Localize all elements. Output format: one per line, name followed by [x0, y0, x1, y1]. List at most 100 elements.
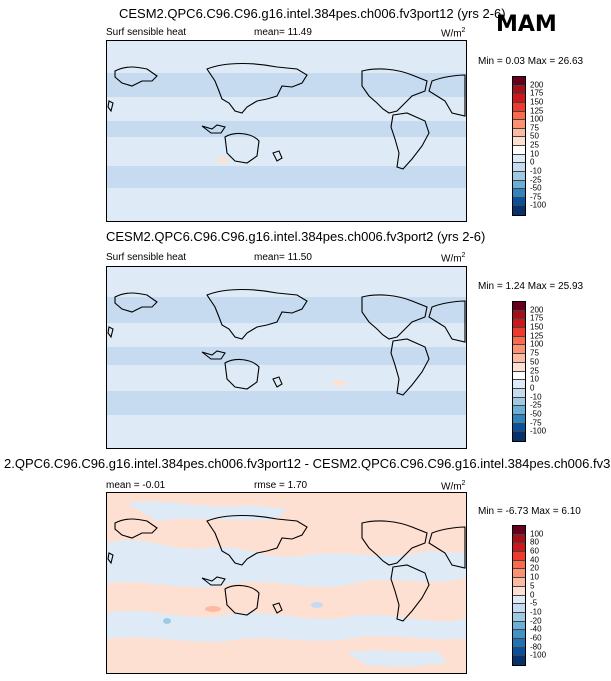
colorbar-swatch — [513, 102, 525, 112]
colorbar-swatch — [513, 310, 525, 320]
colorbar-tick-label: -80 — [530, 642, 542, 652]
colorbar-swatch — [513, 154, 525, 164]
colorbar-tick-label: 150 — [530, 97, 544, 107]
colorbar-tick-label: -10 — [530, 166, 542, 176]
colorbar-tick-label: 60 — [530, 546, 539, 556]
colorbar-swatch — [513, 180, 525, 190]
colorbar-swatch — [513, 656, 525, 665]
colorbar-swatch — [513, 534, 525, 544]
panel-3-units: W/m2 — [441, 480, 466, 493]
panel-1-map — [106, 40, 467, 222]
colorbar-swatch — [513, 406, 525, 415]
colorbar-swatch — [513, 163, 525, 172]
colorbar-tick-label: 100 — [530, 529, 544, 539]
panel-3-colorbar — [512, 525, 526, 666]
colorbar-tick-label: -60 — [530, 633, 542, 643]
panel-2-units: W/m2 — [441, 252, 466, 265]
colorbar-tick-label: -100 — [530, 200, 547, 210]
colorbar-swatch — [513, 189, 525, 198]
panel-1-minmax: Min = 0.03 Max = 26.63 — [478, 56, 584, 67]
colorbar-swatch — [513, 319, 525, 329]
colorbar-tick-label: -100 — [530, 650, 547, 660]
panel-2-colorbar — [512, 301, 526, 442]
colorbar-swatch — [513, 128, 525, 138]
colorbar-swatch — [513, 560, 525, 570]
colorbar-tick-label: -25 — [530, 400, 542, 410]
colorbar-swatch — [513, 414, 525, 424]
colorbar-tick-label: 75 — [530, 123, 539, 133]
colorbar-swatch — [513, 543, 525, 553]
colorbar-swatch — [513, 146, 525, 155]
colorbar-tick-label: 75 — [530, 348, 539, 358]
colorbar-tick-label: -10 — [530, 607, 542, 617]
colorbar-tick-label: 5 — [530, 581, 535, 591]
colorbar-tick-label: 25 — [530, 366, 539, 375]
colorbar-tick-label: -5 — [530, 598, 538, 608]
colorbar-tick-label: -40 — [530, 624, 542, 634]
colorbar-tick-label: -100 — [530, 426, 547, 436]
colorbar-tick-label: 175 — [530, 313, 544, 323]
colorbar-swatch — [513, 94, 525, 103]
colorbar-swatch — [513, 621, 525, 631]
panel-2-map — [106, 266, 467, 449]
colorbar-swatch — [513, 397, 525, 407]
panel-2-variable-label: Surf sensible heat — [106, 252, 187, 263]
panel-2-title: CESM2.QPC6.C96.C96.g16.intel.384pes.ch00… — [106, 229, 486, 244]
colorbar-tick-label: -10 — [530, 392, 542, 402]
colorbar-swatch — [513, 85, 525, 95]
colorbar-tick-label: 40 — [530, 555, 539, 565]
colorbar-swatch — [513, 526, 525, 535]
colorbar-swatch — [513, 345, 525, 355]
colorbar-swatch — [513, 380, 525, 389]
colorbar-tick-label: -75 — [530, 192, 542, 202]
colorbar-swatch — [513, 647, 525, 657]
colorbar-tick-label: -50 — [530, 183, 542, 193]
panel-3-minmax: Min = -6.73 Max = 6.10 — [478, 506, 581, 517]
colorbar-swatch — [513, 302, 525, 311]
colorbar-swatch — [513, 111, 525, 121]
colorbar-swatch — [513, 171, 525, 181]
panel-3-rmse: rmse = 1.70 — [254, 480, 308, 491]
panel-2-minmax: Min = 1.24 Max = 25.93 — [478, 281, 584, 292]
colorbar-swatch — [513, 586, 525, 596]
panel-1-units: W/m2 — [441, 27, 466, 40]
colorbar-tick-label: 25 — [530, 140, 539, 150]
colorbar-tick-label: 125 — [530, 106, 544, 115]
colorbar-swatch — [513, 604, 525, 613]
panel-1-mean: mean= 11.49 — [254, 27, 312, 38]
colorbar-tick-label: -20 — [530, 616, 542, 626]
colorbar-swatch — [513, 354, 525, 363]
colorbar-tick-label: 0 — [530, 383, 535, 393]
colorbar-tick-label: 200 — [530, 305, 544, 315]
colorbar-tick-label: 200 — [530, 80, 544, 90]
colorbar-tick-label: 125 — [530, 331, 544, 341]
colorbar-tick-label: 0 — [530, 157, 535, 167]
panel-1-colorbar-labels: 200 175 150 125 100 75 50 25 10 0 -10 -25 -50 -75 -100 — [530, 76, 570, 216]
colorbar-swatch — [513, 388, 525, 398]
colorbar-tick-label: 50 — [530, 131, 539, 141]
colorbar-tick-label: 10 — [530, 572, 539, 582]
colorbar-swatch — [513, 137, 525, 146]
colorbar-swatch — [513, 638, 525, 648]
colorbar-tick-label: -75 — [530, 418, 542, 428]
panel-1-colorbar — [512, 76, 526, 216]
colorbar-swatch — [513, 328, 525, 337]
season-label: MAM — [496, 12, 557, 37]
panel-1-variable-label: Surf sensible heat — [106, 27, 187, 38]
colorbar-swatch — [513, 206, 525, 215]
colorbar-tick-label: 100 — [530, 114, 544, 124]
colorbar-tick-label: 0 — [530, 590, 535, 599]
colorbar-swatch — [513, 362, 525, 372]
colorbar-swatch — [513, 595, 525, 605]
panel-3-map — [106, 492, 467, 674]
colorbar-tick-label: -25 — [530, 175, 542, 184]
colorbar-swatch — [513, 612, 525, 622]
colorbar-tick-label: 175 — [530, 88, 544, 98]
colorbar-tick-label: 10 — [530, 374, 539, 384]
colorbar-swatch — [513, 371, 525, 381]
panel-3-title: 2.QPC6.C96.C96.g16.intel.384pes.ch006.fv… — [4, 456, 611, 471]
colorbar-tick-label: 80 — [530, 537, 539, 547]
panel-2-colorbar-labels: 200 175 150 125 100 75 50 25 10 0 -10 -25 -50 -75 -100 — [530, 301, 570, 442]
colorbar-tick-label: 10 — [530, 149, 539, 159]
colorbar-swatch — [513, 578, 525, 587]
